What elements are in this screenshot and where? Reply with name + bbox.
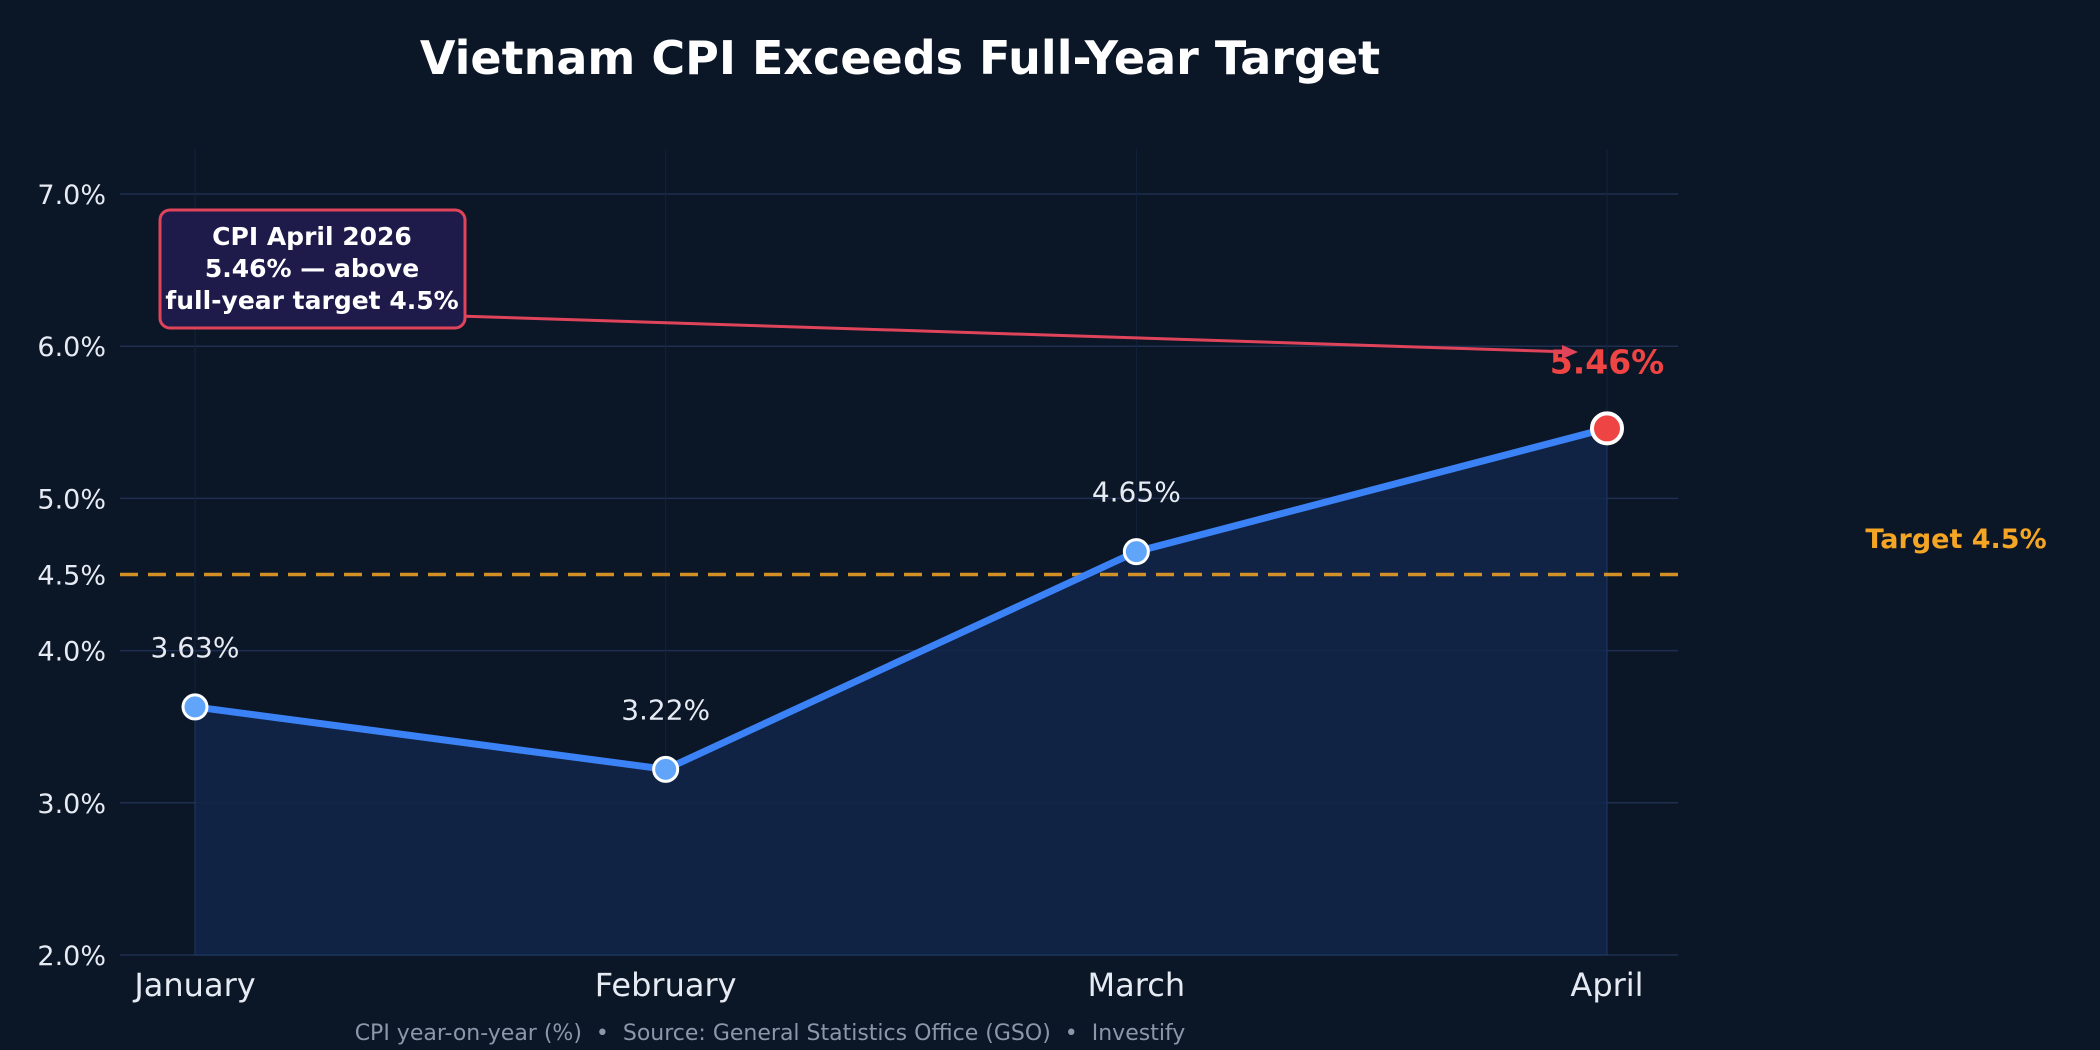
- y-tick-label: 4.5%: [37, 561, 106, 592]
- data-label: 3.22%: [621, 693, 710, 726]
- data-labels: 3.63%3.22%4.65%5.46%: [151, 342, 1665, 726]
- chart-footer: CPI year-on-year (%) • Source: General S…: [355, 1021, 1186, 1046]
- y-tick-label: 6.0%: [37, 332, 106, 363]
- callout-box: [158, 208, 467, 330]
- x-axis-ticks: January February March April: [132, 966, 1643, 1004]
- y-tick-label: 5.0%: [37, 484, 106, 515]
- data-label: 4.65%: [1092, 476, 1181, 509]
- highlight-point: [1590, 411, 1624, 446]
- callout-line-2: 5.46% — above: [205, 254, 419, 283]
- y-tick-label: 7.0%: [37, 180, 106, 211]
- x-tick-label: March: [1088, 966, 1186, 1004]
- x-tick-label: January: [132, 966, 255, 1004]
- callout-line-1: CPI April 2026: [212, 222, 412, 251]
- y-axis-ticks: 2.0% 3.0% 4.0% 4.5% 5.0% 6.0% 7.0%: [37, 180, 106, 972]
- y-tick-label: 4.0%: [37, 637, 106, 668]
- y-tick-label: 3.0%: [37, 789, 106, 820]
- x-tick-label: February: [595, 966, 737, 1004]
- annotation-callout: CPI April 2026 5.46% — above full-year t…: [158, 208, 1578, 359]
- series-line: [191, 424, 1611, 773]
- callout-line-3: full-year target 4.5%: [165, 286, 458, 315]
- data-point: [652, 755, 680, 783]
- data-label: 3.63%: [151, 631, 240, 664]
- target-label: Target 4.5%: [1865, 524, 2046, 555]
- x-tick-label: April: [1570, 966, 1643, 1004]
- markers: [181, 411, 1624, 783]
- y-tick-label: 2.0%: [37, 941, 106, 972]
- data-point: [181, 693, 209, 721]
- line-layer: [191, 424, 1611, 773]
- data-point: [1122, 538, 1150, 566]
- callout-arrowhead: [1562, 345, 1578, 359]
- callout-arrow: [457, 314, 1573, 354]
- chart-title: Vietnam CPI Exceeds Full-Year Target: [420, 31, 1380, 85]
